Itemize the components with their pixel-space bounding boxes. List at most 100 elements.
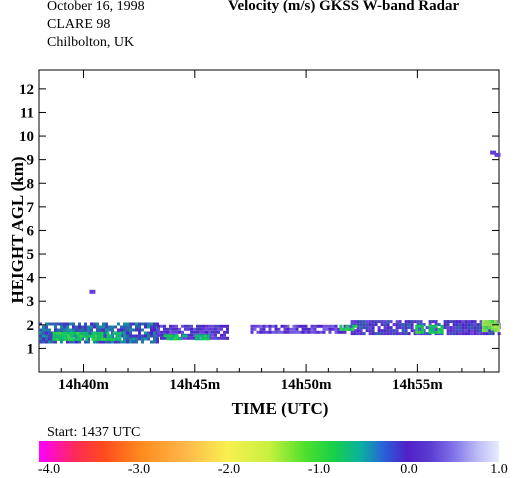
velocity-patch: [415, 327, 419, 331]
colorbar-tick-label: -4.0: [37, 462, 61, 477]
cloud-layer: [286, 330, 290, 334]
cloud-layer: [169, 327, 172, 331]
cloud-layer: [476, 329, 480, 333]
cloud-layer: [132, 328, 135, 332]
cloud-layer: [214, 336, 217, 340]
cloud-layer: [398, 326, 402, 330]
velocity-patch: [351, 324, 355, 328]
cloud-layer: [374, 320, 378, 324]
cloud-layer: [48, 328, 51, 332]
cloud-layer: [295, 327, 299, 331]
cloud-layer: [57, 328, 60, 332]
cloud-layer: [150, 331, 153, 335]
cloud-layer: [54, 340, 57, 344]
cloud-layer: [331, 327, 335, 331]
velocity-patch: [200, 334, 204, 338]
velocity-patch: [73, 337, 77, 341]
velocity-patch: [490, 327, 494, 331]
y-tick-label: 8: [27, 176, 35, 192]
velocity-patch: [58, 337, 62, 341]
y-tick-label: 4: [27, 271, 35, 287]
cloud-layer: [473, 323, 477, 327]
cloud-layer: [123, 325, 126, 329]
cloud-layer: [129, 331, 132, 335]
cloud-layer: [96, 328, 99, 332]
cloud-layer: [87, 325, 90, 329]
cloud-layer: [217, 330, 220, 334]
velocity-patch: [206, 337, 210, 341]
cloud-layer: [157, 333, 160, 337]
cloud-layer: [156, 322, 159, 326]
cloud-layer: [298, 324, 302, 328]
cloud-layer: [102, 322, 105, 326]
cloud-layer: [262, 324, 266, 328]
cloud-layer: [301, 324, 305, 328]
cloud-layer: [126, 340, 129, 344]
cloud-layer: [153, 334, 156, 338]
cloud-layer: [150, 334, 153, 338]
cloud-layer: [268, 324, 272, 328]
velocity-patch: [61, 331, 65, 335]
cloud-layer: [377, 320, 381, 324]
cloud-layer: [265, 324, 269, 328]
cloud-layer: [461, 323, 465, 327]
cloud-layer: [153, 337, 156, 341]
cloud-layer: [153, 328, 156, 332]
cloud-layer: [479, 329, 483, 333]
cloud-layer: [141, 328, 144, 332]
cloud-layer: [45, 337, 48, 341]
cloud-layer: [157, 330, 160, 334]
cloud-layer: [81, 328, 84, 332]
cloud-layer: [404, 326, 408, 330]
cloud-layer: [187, 327, 190, 331]
cloud-layer: [178, 327, 181, 331]
cloud-layer: [455, 323, 459, 327]
cloud-layer: [458, 332, 462, 336]
velocity-patch: [103, 337, 107, 341]
cloud-layer: [150, 325, 153, 329]
isolated-echo: [494, 152, 501, 157]
cloud-layer: [54, 325, 57, 329]
cloud-layer: [280, 330, 284, 334]
cloud-layer: [78, 325, 81, 329]
cloud-layer: [169, 330, 172, 334]
cloud-layer: [129, 340, 132, 344]
cloud-layer: [316, 330, 320, 334]
cloud-layer: [175, 327, 178, 331]
velocity-patch: [431, 324, 435, 328]
cloud-layer: [386, 326, 390, 330]
cloud-layer: [205, 330, 208, 334]
cloud-layer: [126, 325, 129, 329]
cloud-layer: [144, 337, 147, 341]
cloud-layer: [132, 340, 135, 344]
cloud-layer: [437, 323, 441, 327]
cloud-layer: [175, 330, 178, 334]
cloud-layer: [184, 327, 187, 331]
cloud-layer: [111, 325, 114, 329]
cloud-layer: [57, 322, 60, 326]
cloud-layer: [401, 329, 405, 333]
velocity-patch: [175, 334, 179, 338]
cloud-layer: [187, 333, 190, 337]
cloud-layer: [404, 329, 408, 333]
cloud-layer: [470, 323, 474, 327]
cloud-layer: [54, 328, 57, 332]
cloud-layer: [467, 323, 471, 327]
cloud-layer: [383, 323, 387, 327]
cloud-layer: [220, 324, 223, 328]
velocity-patch: [484, 326, 488, 330]
cloud-layer: [383, 332, 387, 336]
cloud-layer: [334, 327, 338, 331]
velocity-patch: [70, 337, 74, 341]
velocity-patch: [118, 331, 122, 335]
cloud-layer: [135, 334, 138, 338]
velocity-patch: [82, 331, 86, 335]
cloud-layer: [132, 337, 135, 341]
cloud-layer: [452, 323, 456, 327]
cloud-layer: [205, 327, 208, 331]
cloud-layer: [223, 333, 226, 337]
velocity-patch: [100, 331, 104, 335]
velocity-patch: [58, 334, 62, 338]
cloud-layer: [395, 320, 399, 324]
cloud-layer: [211, 324, 214, 328]
